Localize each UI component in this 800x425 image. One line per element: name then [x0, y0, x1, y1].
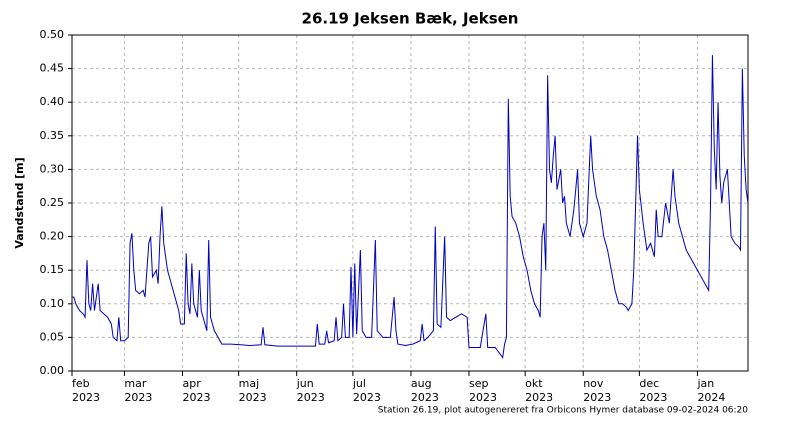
x-tick-year: 2023 [525, 391, 553, 404]
x-tick-label: aug [411, 377, 432, 390]
y-tick-label: 0.40 [40, 95, 65, 108]
y-tick-label: 0.25 [40, 196, 65, 209]
x-tick-label: mar [124, 377, 146, 390]
x-tick-year: 2023 [72, 391, 100, 404]
y-tick-label: 0.35 [40, 129, 65, 142]
data-line [72, 55, 749, 359]
y-tick-label: 0.10 [40, 297, 65, 310]
x-tick-label: dec [639, 377, 659, 390]
y-tick-label: 0.15 [40, 263, 65, 276]
x-tick-year: 2023 [297, 391, 325, 404]
y-tick-label: 0.20 [40, 230, 65, 243]
y-tick-label: 0.00 [40, 364, 65, 377]
y-axis-label: Vandstand [m] [13, 157, 26, 248]
x-tick-year: 2023 [583, 391, 611, 404]
x-tick-label: okt [525, 377, 543, 390]
x-tick-label: jan [696, 377, 714, 390]
x-tick-year: 2023 [469, 391, 497, 404]
chart-title: 26.19 Jeksen Bæk, Jeksen [302, 10, 519, 28]
x-tick-year: 2023 [639, 391, 667, 404]
x-tick-year: 2023 [353, 391, 381, 404]
x-tick-year: 2023 [239, 391, 267, 404]
x-tick-label: sep [469, 377, 488, 390]
x-tick-label: nov [583, 377, 604, 390]
x-tick-label: maj [239, 377, 260, 390]
x-tick-year: 2023 [411, 391, 439, 404]
x-tick-year: 2024 [697, 391, 725, 404]
x-tick-label: jun [296, 377, 314, 390]
x-tick-label: apr [182, 377, 201, 390]
y-tick-label: 0.50 [40, 28, 65, 41]
x-tick-year: 2023 [124, 391, 152, 404]
x-tick-label: feb [72, 377, 90, 390]
footnote: Station 26.19, plot autogenereret fra Or… [378, 406, 749, 416]
y-tick-label: 0.30 [40, 162, 65, 175]
x-tick-year: 2023 [182, 391, 210, 404]
y-tick-label: 0.45 [40, 62, 65, 75]
y-tick-label: 0.05 [40, 330, 65, 343]
x-tick-label: jul [352, 377, 366, 390]
